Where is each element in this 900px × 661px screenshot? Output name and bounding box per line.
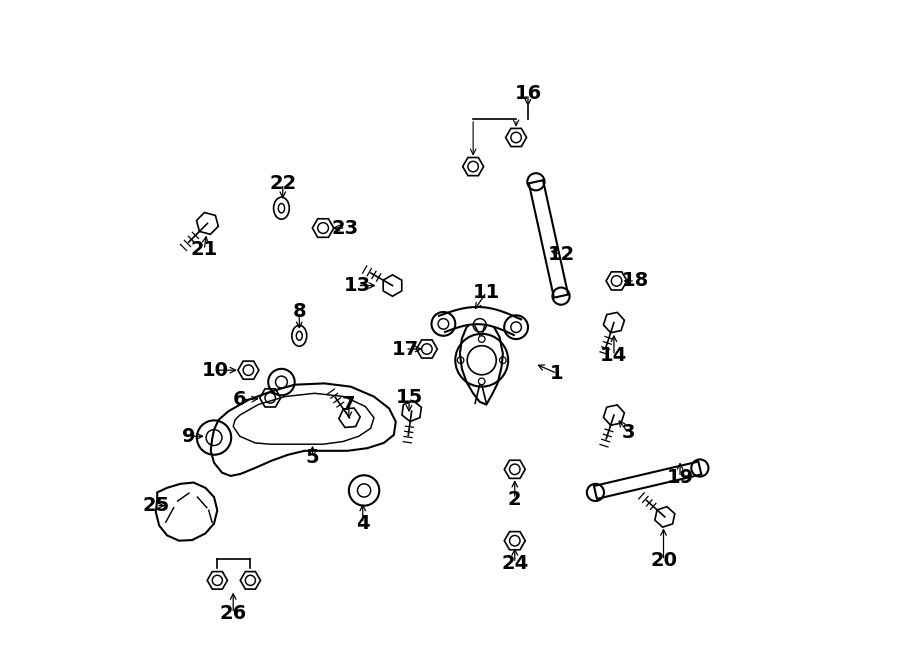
Text: 8: 8 xyxy=(292,303,306,321)
Text: 16: 16 xyxy=(515,85,542,103)
Text: 20: 20 xyxy=(650,551,677,570)
Text: 3: 3 xyxy=(622,424,635,442)
Text: 5: 5 xyxy=(306,448,319,467)
Text: 21: 21 xyxy=(191,241,218,259)
Text: 26: 26 xyxy=(220,604,247,623)
Text: 9: 9 xyxy=(182,427,195,446)
Text: 7: 7 xyxy=(342,395,356,414)
Text: 13: 13 xyxy=(344,276,371,295)
Text: 18: 18 xyxy=(622,272,649,290)
Text: 17: 17 xyxy=(392,340,418,358)
Text: 24: 24 xyxy=(501,554,528,572)
Text: 23: 23 xyxy=(332,219,359,237)
Text: 15: 15 xyxy=(395,389,423,407)
Text: 10: 10 xyxy=(202,361,229,379)
Text: 2: 2 xyxy=(508,490,522,508)
Text: 4: 4 xyxy=(356,514,370,533)
Text: 1: 1 xyxy=(550,364,564,383)
Text: 12: 12 xyxy=(547,245,575,264)
Text: 25: 25 xyxy=(142,496,169,515)
Text: 14: 14 xyxy=(600,346,627,365)
Text: 19: 19 xyxy=(667,468,694,486)
Text: 6: 6 xyxy=(233,391,247,409)
Text: 22: 22 xyxy=(269,175,296,193)
Text: 11: 11 xyxy=(472,283,500,301)
